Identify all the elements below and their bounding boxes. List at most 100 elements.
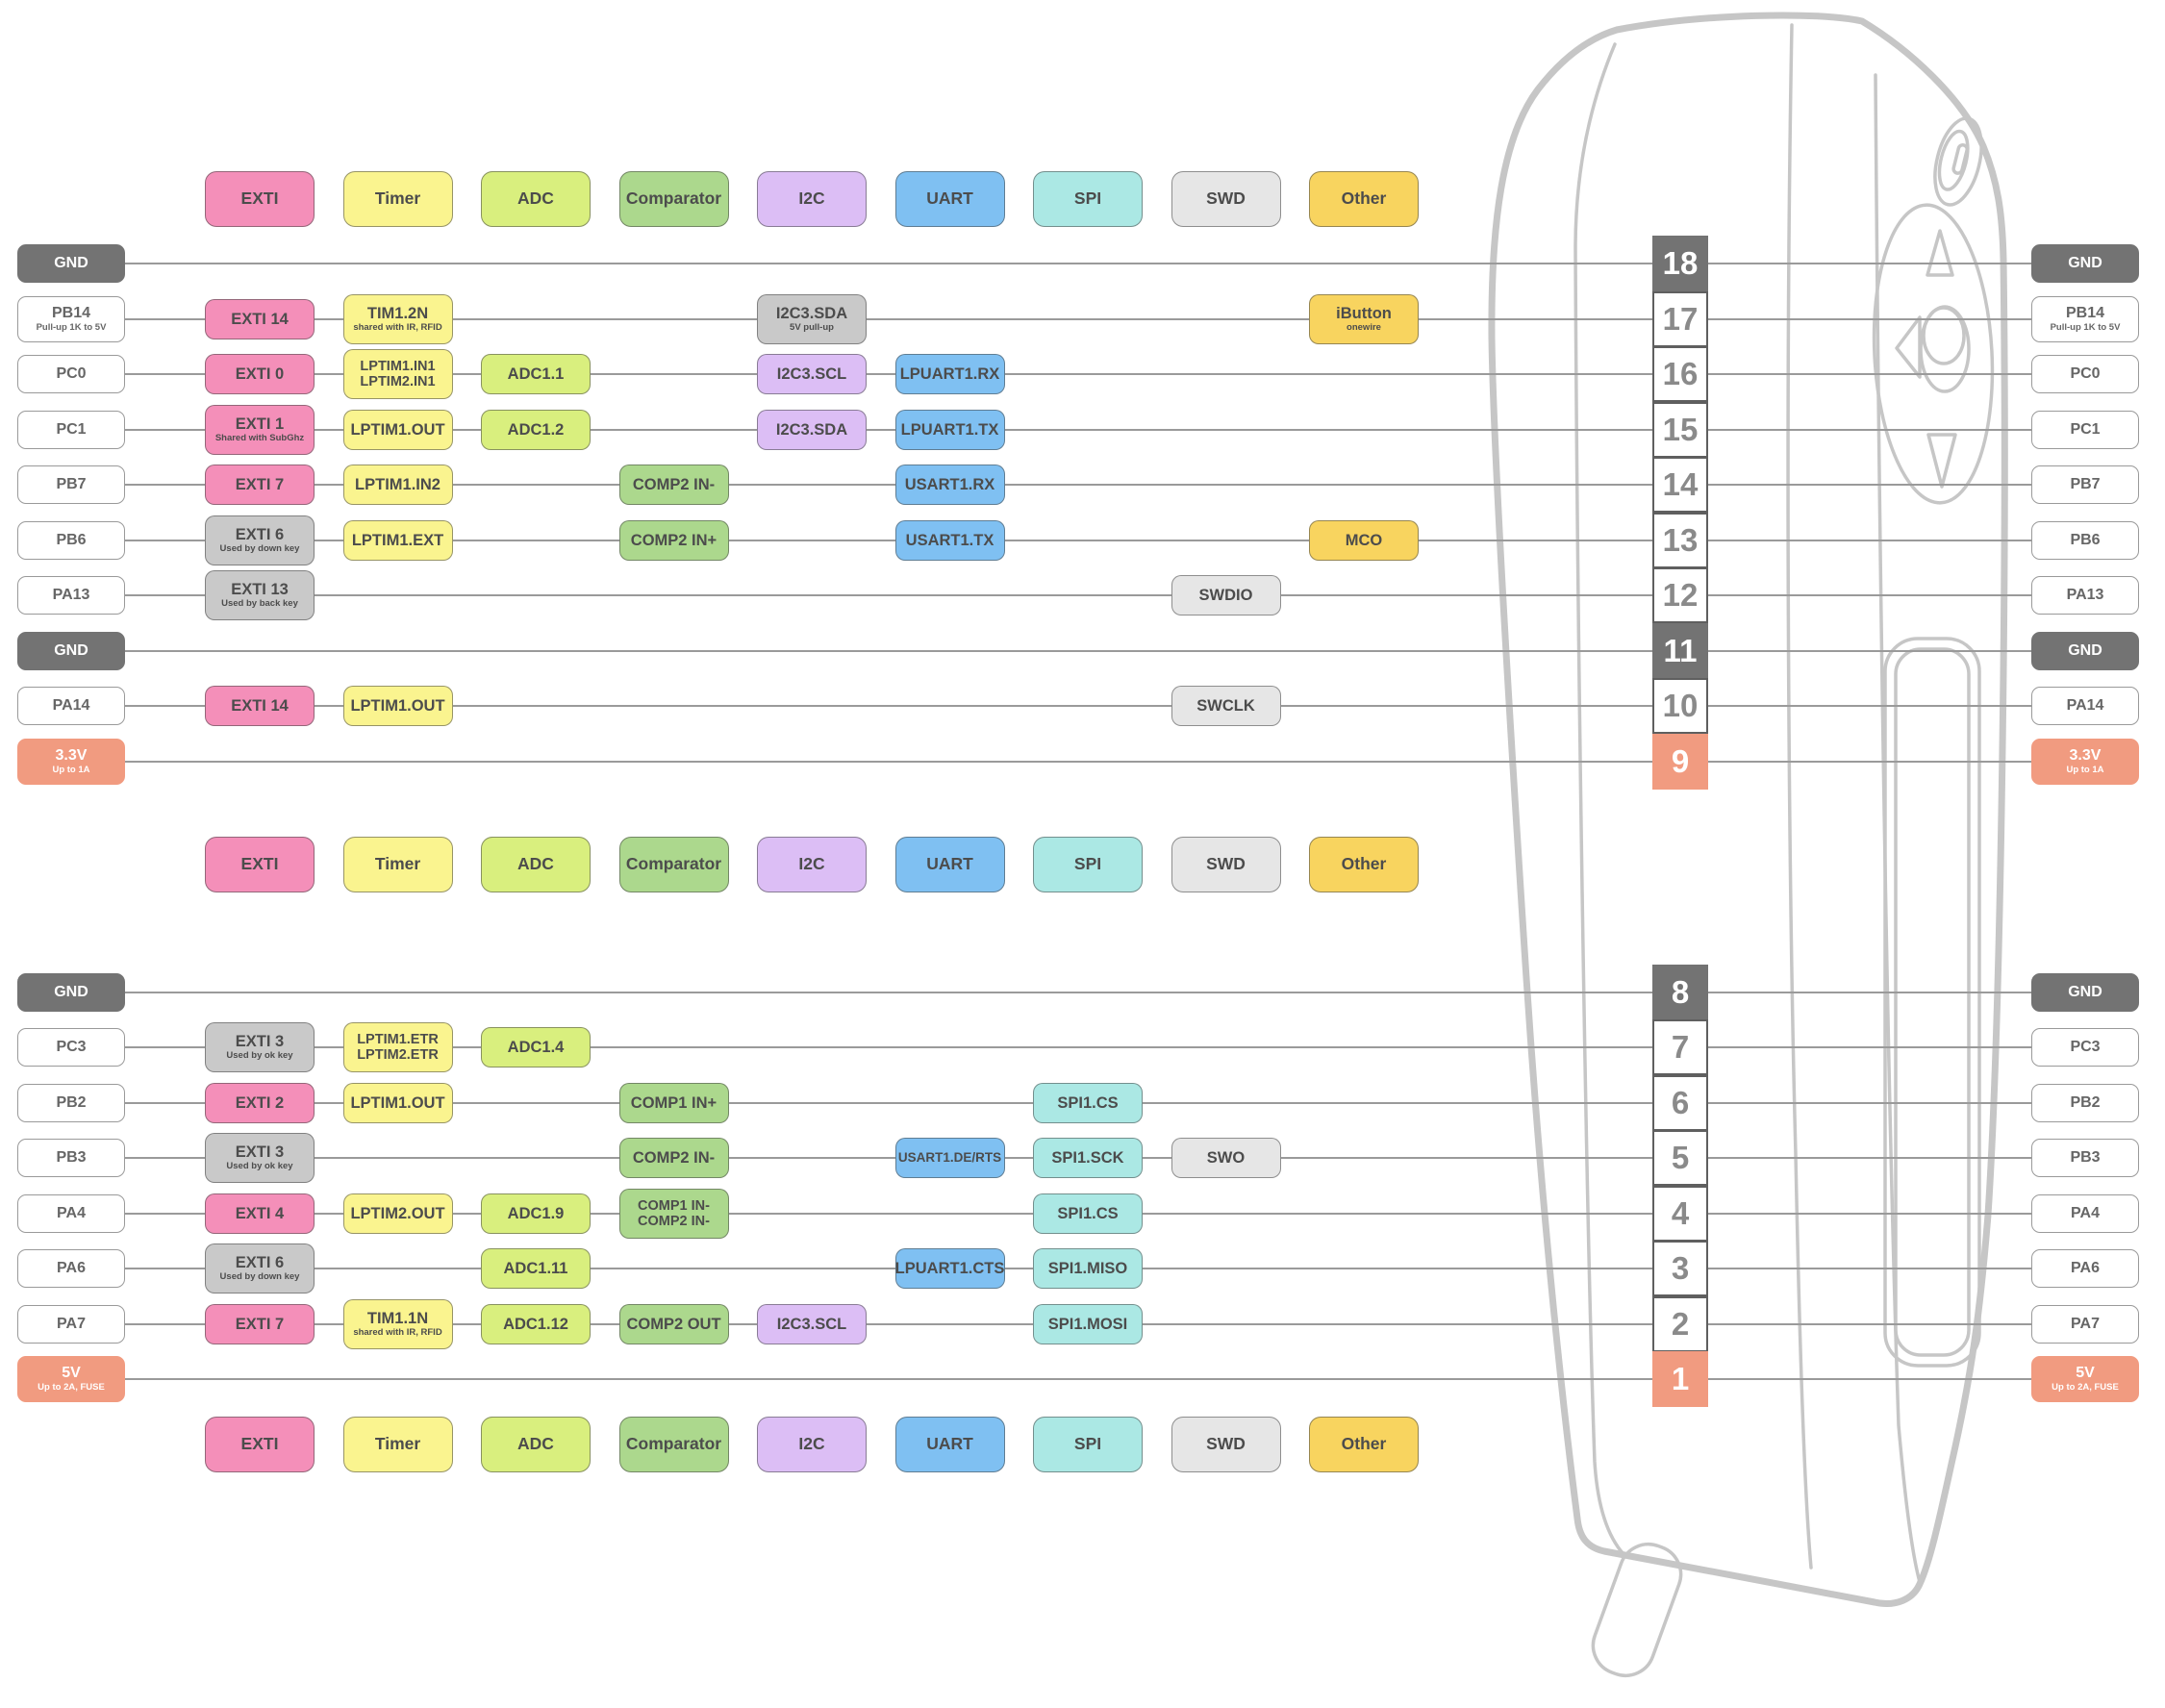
pin-label-text: GND: [54, 254, 88, 271]
pin-number-text: 12: [1662, 577, 1699, 613]
pin-15-left-label: PC1: [17, 411, 125, 449]
legend-label: SWD: [1206, 1434, 1246, 1454]
pin-16-left-label: PC0: [17, 355, 125, 393]
badge-text: EXTI 2: [235, 1093, 285, 1112]
func-badge-spi1-mosi: SPI1.MOSI: [1033, 1304, 1143, 1344]
badge-line: COMP2 IN-: [638, 1214, 710, 1229]
legend-label: SPI: [1073, 854, 1102, 874]
pin-number-18: 18: [1652, 236, 1708, 291]
pin-number-text: 8: [1671, 974, 1690, 1010]
pin-number-text: 2: [1671, 1306, 1690, 1342]
pin-label-text: GND: [2068, 641, 2102, 659]
pin-5-right-label: PB3: [2031, 1139, 2139, 1177]
pin-label-text: PA6: [57, 1259, 86, 1276]
badge-text: ADC1.9: [507, 1204, 565, 1222]
pin-number-text: 13: [1662, 522, 1699, 558]
legend-label: SPI: [1073, 188, 1102, 209]
legend-spi-badge: SPI: [1033, 171, 1143, 227]
connector-line-pin-9: [125, 761, 2031, 763]
pin-9-right-label: 3.3V Up to 1A: [2031, 739, 2139, 785]
legend-exti-badge: EXTI: [205, 837, 315, 892]
connector-line-pin-7: [125, 1046, 2031, 1048]
badge-line: LPTIM1.ETR: [357, 1031, 439, 1047]
legend-swd-badge: SWD: [1171, 837, 1281, 892]
badge-text: SWO: [1206, 1148, 1246, 1167]
pin-3-left-label: PA6: [17, 1249, 125, 1288]
legend-adc-badge: ADC: [481, 171, 591, 227]
badge-text: USART1.RX: [904, 475, 995, 493]
pin-8-right-label: GND: [2031, 973, 2139, 1012]
legend-spi-badge: SPI: [1033, 837, 1143, 892]
legend-uart-badge: UART: [894, 837, 1005, 892]
func-badge-usart1-tx: USART1.TX: [894, 520, 1005, 561]
badge-text: I2C3.SCL: [776, 1315, 847, 1333]
legend-adc-badge: ADC: [481, 837, 591, 892]
connector-line-pin-8: [125, 992, 2031, 993]
func-badge-comp2-in-: COMP2 IN+: [618, 520, 729, 561]
badge-text: LPTIM1.IN2: [355, 475, 441, 493]
pin-number-9: 9: [1652, 734, 1708, 790]
badge-text: COMP2 IN-: [632, 475, 716, 493]
func-badge-lpuart1-cts: LPUART1.CTS: [894, 1248, 1005, 1289]
badge-text: TIM1.2N: [366, 304, 429, 322]
func-badge-swo: SWO: [1171, 1138, 1281, 1178]
func-badge-ibutton: iButton onewire: [1309, 294, 1419, 344]
func-badge-tim1-1n: TIM1.1N shared with IR, RFID: [342, 1299, 453, 1349]
legend-label: SWD: [1206, 188, 1246, 209]
legend-label: Comparator: [625, 1434, 722, 1454]
badge-subtext: shared with IR, RFID: [353, 322, 442, 334]
legend-exti-badge: EXTI: [205, 1417, 315, 1472]
badge-text: EXTI 14: [231, 696, 289, 715]
badge-text: EXTI 3: [235, 1143, 285, 1161]
pin-label-text: PA6: [2071, 1259, 2100, 1276]
badge-text: LPTIM1.OUT: [350, 1093, 445, 1112]
func-badge-swdio: SWDIO: [1171, 575, 1281, 615]
pin-1-left-label: 5V Up to 2A, FUSE: [17, 1356, 125, 1402]
badge-text: SPI1.SCK: [1051, 1148, 1124, 1167]
pin-number-text: 14: [1662, 466, 1699, 502]
bottom-slot: [1591, 1542, 1683, 1678]
pin-label-text: PB2: [2070, 1093, 2101, 1111]
pin-number-15: 15: [1652, 402, 1708, 458]
pin-13-right-label: PB6: [2031, 521, 2139, 560]
badge-subtext: Used by ok key: [226, 1161, 293, 1172]
pin-label-text: PB14: [2065, 304, 2105, 321]
pin-label-text: 3.3V: [2069, 746, 2102, 764]
pin-label-text: PC3: [56, 1038, 87, 1055]
pin-label-text: PB2: [56, 1093, 87, 1111]
badge-subtext: Used by back key: [221, 598, 298, 610]
badge-text: TIM1.1N: [366, 1309, 429, 1327]
legend-timer-badge: Timer: [342, 837, 453, 892]
pin-4-left-label: PA4: [17, 1194, 125, 1233]
pin-label-text: PC1: [56, 420, 87, 438]
func-badge-lptim1-in2: LPTIM1.IN2: [342, 465, 453, 505]
pin-number-text: 11: [1663, 633, 1698, 668]
legend-label: ADC: [517, 188, 554, 209]
func-badge-i2c3-scl: I2C3.SCL: [757, 354, 867, 394]
badge-text: ADC1.2: [507, 420, 565, 439]
badge-line: COMP1 IN-: [638, 1197, 710, 1214]
badge-text: EXTI 4: [235, 1204, 285, 1222]
pin-1-right-label: 5V Up to 2A, FUSE: [2031, 1356, 2139, 1402]
pin-number-text: 3: [1671, 1250, 1690, 1286]
legend-label: ADC: [517, 854, 554, 874]
legend-label: Timer: [374, 1434, 421, 1454]
badge-text: I2C3.SCL: [776, 364, 847, 383]
badge-line: LPTIM2.IN1: [360, 374, 436, 389]
func-badge-exti-6: EXTI 6 Used by down key: [205, 1243, 315, 1294]
badge-text: SPI1.MOSI: [1047, 1315, 1128, 1333]
pin-number-text: 9: [1671, 743, 1690, 779]
pin-label-subtext: Up to 1A: [2066, 764, 2104, 775]
legend-label: I2C: [798, 1434, 825, 1454]
legend-swd-badge: SWD: [1171, 1417, 1281, 1472]
func-badge-adc1-12: ADC1.12: [481, 1304, 591, 1344]
device-right-seam: [1874, 73, 1922, 1584]
func-badge-usart1-rx: USART1.RX: [894, 465, 1005, 505]
pin-label-subtext: Pull-up 1K to 5V: [2050, 321, 2121, 333]
pin-number-1: 1: [1652, 1351, 1708, 1407]
pin-12-right-label: PA13: [2031, 576, 2139, 615]
func-badge-exti-2: EXTI 2: [205, 1083, 315, 1123]
connector-line-pin-14: [125, 484, 2031, 486]
func-badge-lpuart1-rx: LPUART1.RX: [894, 354, 1005, 394]
